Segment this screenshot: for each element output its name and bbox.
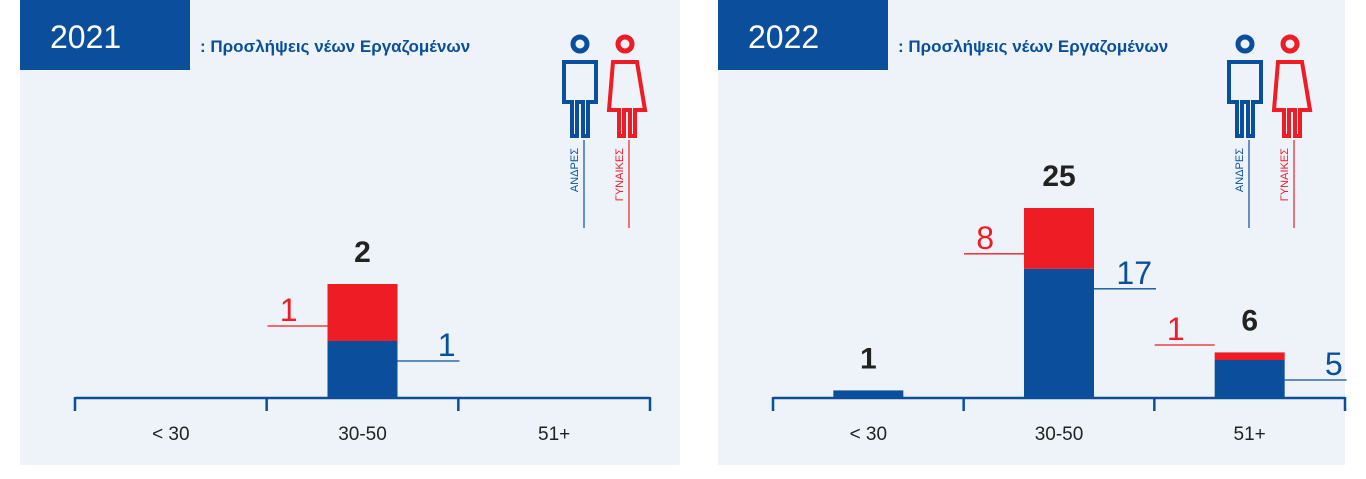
legend-label: ΓΥΝΑΙΚΕΣ	[614, 148, 626, 201]
chart-title: 2022	[748, 19, 819, 55]
total-label: 1	[860, 342, 877, 375]
bar-segment	[1214, 352, 1285, 360]
bar-segment	[327, 284, 398, 341]
bar-segment	[327, 341, 398, 398]
bar-segment	[1024, 208, 1094, 269]
data-label: 5	[1325, 346, 1343, 382]
x-tick-label: < 30	[152, 424, 190, 445]
bar-segment	[1214, 360, 1285, 398]
legend-icon	[570, 34, 590, 54]
x-tick-label: 30-50	[1035, 424, 1084, 445]
total-label: 2	[354, 236, 371, 269]
x-tick-label: 51+	[538, 424, 570, 445]
x-tick-label: 30-50	[338, 424, 387, 445]
chart-title: 2021	[50, 19, 121, 55]
chart-subtitle: : Προσλήψεις νέων Εργαζομένων	[200, 37, 470, 56]
x-tick-label: 51+	[1234, 424, 1266, 445]
legend-icon	[1227, 60, 1263, 138]
bar-segment	[833, 390, 904, 398]
total-label: 6	[1241, 304, 1258, 337]
data-label: 17	[1116, 255, 1152, 291]
data-label: 1	[438, 327, 456, 363]
year-box	[718, 0, 888, 70]
data-label: 1	[1167, 311, 1185, 347]
legend-icon	[606, 60, 648, 138]
chart-panel: 2022 : Προσλήψεις νέων Εργαζομένων ΑΝΔΡΕΣ Γ…	[718, 0, 1347, 465]
chart-subtitle: : Προσλήψεις νέων Εργαζομένων	[898, 37, 1168, 56]
year-box	[20, 0, 190, 70]
data-label: 8	[976, 220, 994, 256]
bar-segment	[1024, 268, 1094, 398]
total-label: 25	[1042, 160, 1075, 193]
x-tick-label: < 30	[850, 424, 888, 445]
legend-icon	[1280, 34, 1300, 54]
chart-panel: 2021 : Προσλήψεις νέων Εργαζομένων ΑΝΔΡΕΣ Γ…	[20, 0, 680, 465]
legend-icon	[1235, 34, 1255, 54]
legend-icon	[1271, 60, 1313, 138]
legend-icon	[562, 60, 598, 138]
legend-label: ΓΥΝΑΙΚΕΣ	[1279, 148, 1291, 201]
legend-label: ΑΝΔΡΕΣ	[1234, 148, 1246, 192]
legend-icon	[615, 34, 635, 54]
data-label: 1	[280, 292, 298, 328]
legend-label: ΑΝΔΡΕΣ	[569, 148, 581, 192]
